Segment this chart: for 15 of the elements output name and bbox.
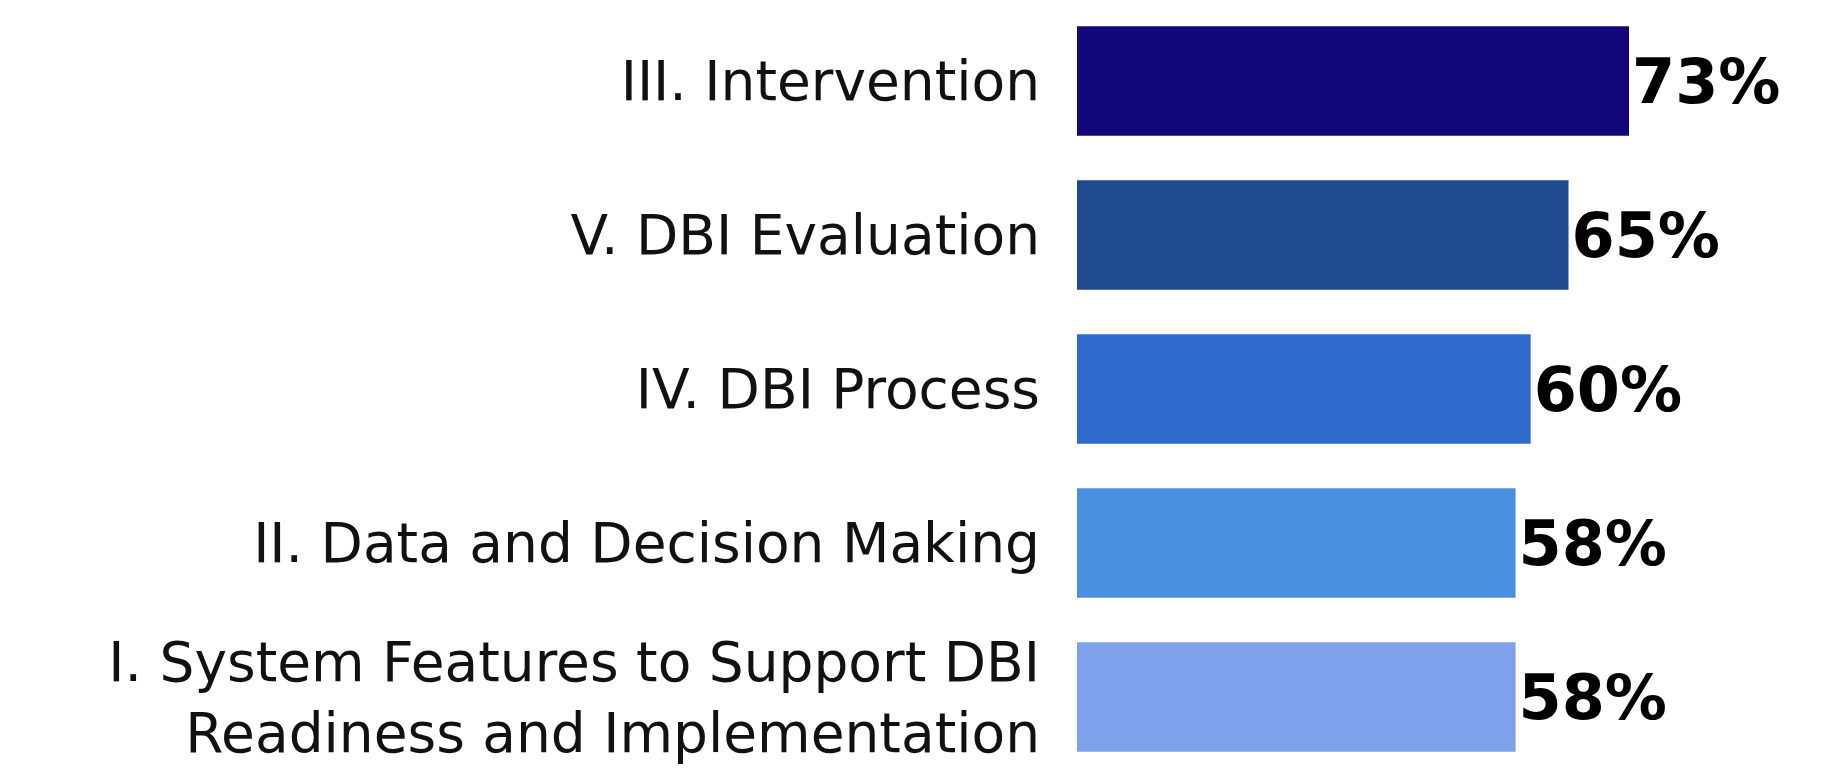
data-label: 65% bbox=[1571, 198, 1720, 272]
data-label: 60% bbox=[1533, 352, 1683, 426]
bar bbox=[1077, 26, 1629, 136]
bar bbox=[1077, 180, 1569, 290]
bar bbox=[1077, 488, 1516, 598]
y-tick-label: III. Intervention bbox=[620, 49, 1040, 114]
y-tick-label: IV. DBI Process bbox=[635, 357, 1040, 422]
y-tick-label: I. System Features to Support DBI Readiness and Implementation bbox=[108, 629, 1040, 765]
bar bbox=[1077, 642, 1516, 752]
data-label: 73% bbox=[1632, 44, 1781, 118]
data-label: 58% bbox=[1518, 506, 1667, 580]
data-label: 58% bbox=[1518, 660, 1667, 734]
y-tick-label: II. Data and Decision Making bbox=[253, 511, 1040, 576]
bar bbox=[1077, 334, 1531, 444]
y-tick-label: V. DBI Evaluation bbox=[570, 203, 1040, 268]
